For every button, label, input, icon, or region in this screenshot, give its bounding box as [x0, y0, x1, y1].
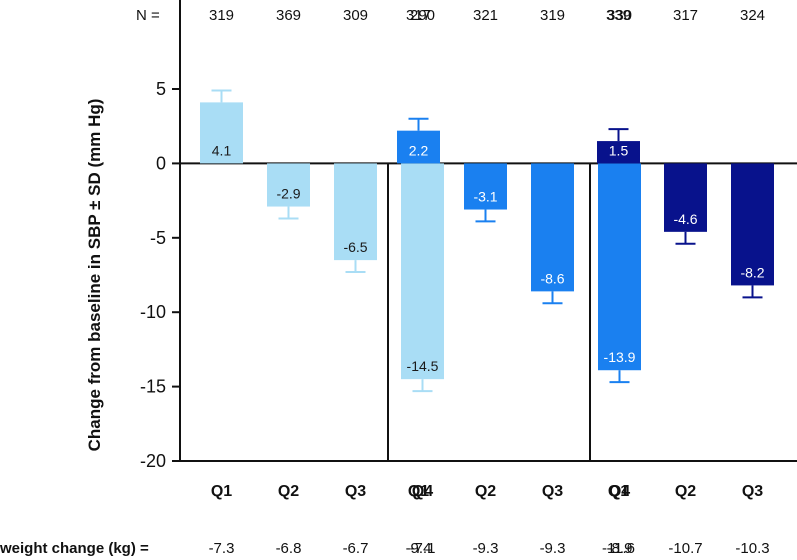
weight-change-value: -6.8	[276, 540, 302, 557]
bar-value-label: -4.6	[673, 211, 697, 227]
category-label: Q1	[608, 483, 629, 500]
weight-change-value: -6.7	[343, 540, 369, 557]
category-label: Q2	[675, 483, 696, 500]
weight-change-value: -8.9	[607, 540, 633, 557]
y-tick-label: -10	[140, 302, 166, 322]
n-count: 369	[276, 7, 301, 24]
bar	[267, 163, 310, 207]
bar	[598, 163, 641, 371]
bars	[200, 89, 774, 393]
bar-value-label: 4.1	[212, 142, 232, 158]
n-count: 339	[606, 7, 631, 24]
y-tick-label: -15	[140, 377, 166, 397]
category-label: Q1	[211, 483, 232, 500]
bar	[531, 163, 574, 292]
category-label: Q2	[278, 483, 299, 500]
bar	[401, 163, 444, 380]
n-prefix: N =	[136, 7, 160, 24]
bar-value-label: -8.6	[540, 270, 564, 286]
axes: 5 0 -5 -10 -15 -20	[140, 0, 797, 471]
bar	[397, 130, 440, 164]
bar-value-label: 1.5	[609, 142, 629, 158]
bar-value-label: -14.5	[407, 358, 439, 374]
category-label: Q1	[408, 483, 429, 500]
weight-change-value: -7.3	[209, 540, 235, 557]
n-count: 324	[740, 7, 765, 24]
bar	[334, 163, 377, 261]
weight-change-title: weight change (kg) =	[0, 540, 149, 557]
weight-change-value: -10.3	[735, 540, 769, 557]
bar-value-label: -3.1	[473, 189, 497, 205]
n-count: 290	[410, 7, 435, 24]
bar	[597, 141, 640, 164]
weight-change-value: -7.1	[410, 540, 436, 557]
y-tick-label: 5	[156, 79, 166, 99]
bar	[200, 102, 243, 164]
y-axis-title: Change from baseline in SBP ± SD (mm Hg)	[85, 99, 104, 452]
y-tick-label: -20	[140, 451, 166, 471]
category-label: Q3	[542, 483, 563, 500]
bar-value-label: -13.9	[604, 349, 636, 365]
bar-value-label: 2.2	[409, 142, 429, 158]
bar-value-label: -2.9	[276, 186, 300, 202]
n-count: 317	[673, 7, 698, 24]
n-count: 321	[473, 7, 498, 24]
n-count: 317	[406, 7, 431, 24]
category-label: Q4	[412, 483, 433, 500]
bar-value-label: -6.5	[343, 239, 367, 255]
weight-change-value: -9.4	[406, 540, 432, 557]
weight-change-value: -10.7	[668, 540, 702, 557]
bar	[464, 163, 507, 210]
y-tick-label: -5	[150, 228, 166, 248]
category-label: Q3	[742, 483, 763, 500]
bar	[731, 163, 774, 286]
weight-change-value: -9.3	[473, 540, 499, 557]
n-count: 319	[209, 7, 234, 24]
weight-change-value: -9.3	[540, 540, 566, 557]
y-tick-label: 0	[156, 153, 166, 173]
bar	[664, 163, 707, 232]
bar-value-label: -8.2	[740, 264, 764, 280]
n-count: 319	[540, 7, 565, 24]
category-label: Q4	[609, 483, 630, 500]
category-label: Q3	[345, 483, 366, 500]
labels: 4.1 Q1 319 -7.3 -2.9 Q2 369 -6.8 -6.5 Q3 309 -6.7 -1…	[209, 7, 770, 557]
n-count: 309	[343, 7, 368, 24]
n-count: 330	[607, 7, 632, 24]
category-label: Q2	[475, 483, 496, 500]
weight-change-value: -11.6	[602, 540, 635, 557]
